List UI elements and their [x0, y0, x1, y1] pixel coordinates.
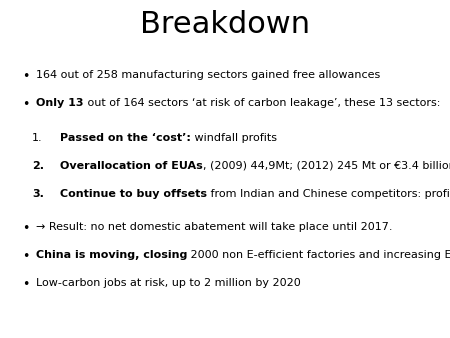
- Text: → Result: no net domestic abatement will take place until 2017.: → Result: no net domestic abatement will…: [36, 222, 392, 232]
- Text: from Indian and Chinese competitors: profits: from Indian and Chinese competitors: pro…: [207, 189, 450, 199]
- Text: 3.: 3.: [32, 189, 44, 199]
- Text: •: •: [22, 250, 29, 263]
- Text: out of 164 sectors ‘at risk of carbon leakage’, these 13 sectors:: out of 164 sectors ‘at risk of carbon le…: [84, 98, 440, 108]
- Text: Continue to buy offsets: Continue to buy offsets: [60, 189, 207, 199]
- Text: windfall profits: windfall profits: [191, 133, 277, 143]
- Text: 2.: 2.: [32, 161, 44, 171]
- Text: Passed on the ‘cost’:: Passed on the ‘cost’:: [60, 133, 191, 143]
- Text: Overallocation of EUAs: Overallocation of EUAs: [60, 161, 203, 171]
- Text: •: •: [22, 70, 29, 83]
- Text: 2000 non E-efficient factories and increasing E-efficiency by 40-45%: 2000 non E-efficient factories and incre…: [187, 250, 450, 260]
- Text: •: •: [22, 98, 29, 111]
- Text: China is moving, closing: China is moving, closing: [36, 250, 187, 260]
- Text: 164 out of 258 manufacturing sectors gained free allowances: 164 out of 258 manufacturing sectors gai…: [36, 70, 380, 80]
- Text: Only 13: Only 13: [36, 98, 84, 108]
- Text: , (2009) 44,9Mt; (2012) 245 Mt or €3.4 billion: , (2009) 44,9Mt; (2012) 245 Mt or €3.4 b…: [203, 161, 450, 171]
- Text: Breakdown: Breakdown: [140, 10, 310, 39]
- Text: •: •: [22, 222, 29, 235]
- Text: 1.: 1.: [32, 133, 43, 143]
- Text: Low-carbon jobs at risk, up to 2 million by 2020: Low-carbon jobs at risk, up to 2 million…: [36, 278, 301, 288]
- Text: •: •: [22, 278, 29, 291]
